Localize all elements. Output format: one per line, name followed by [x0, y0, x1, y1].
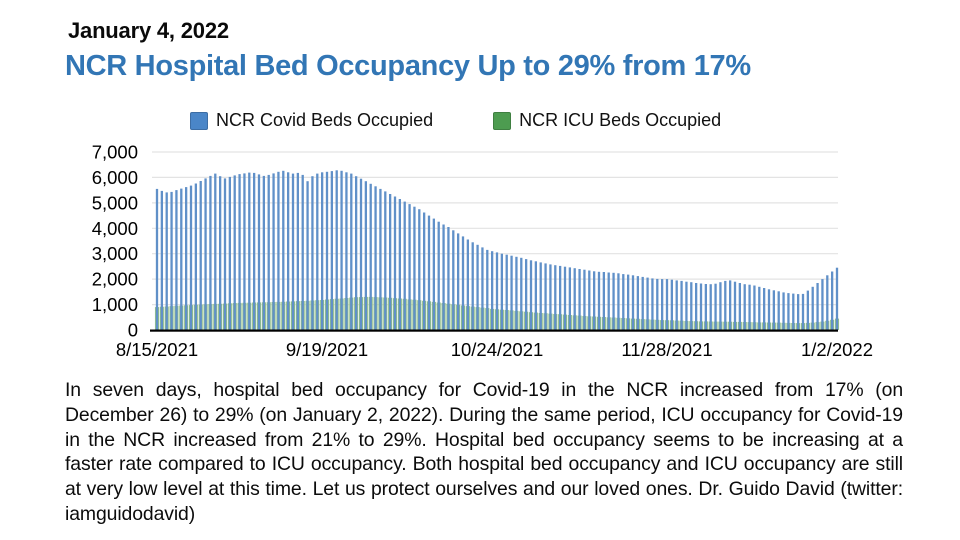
- y-axis-labels: 0 1,000 2,000 3,000 4,000 5,000 6,000 7,000: [92, 142, 138, 341]
- svg-text:6,000: 6,000: [92, 167, 138, 188]
- legend-item-icu-beds: NCR ICU Beds Occupied: [493, 110, 721, 131]
- page-title: NCR Hospital Bed Occupancy Up to 29% fro…: [65, 50, 751, 82]
- chart-canvas: 0 1,000 2,000 3,000 4,000 5,000 6,000 7,000 8/15…: [92, 142, 873, 361]
- icu-beds-swatch-icon: [493, 111, 512, 130]
- svg-text:1,000: 1,000: [92, 294, 138, 315]
- svg-text:2,000: 2,000: [92, 269, 138, 290]
- legend-item-covid-beds: NCR Covid Beds Occupied: [190, 110, 433, 131]
- date-heading: January 4, 2022: [68, 18, 229, 43]
- x-axis-labels: 8/15/2021 9/19/2021 10/24/2021 11/28/2021 1/…: [116, 339, 873, 360]
- svg-text:7,000: 7,000: [92, 142, 138, 163]
- chart-legend: NCR Covid Beds Occupied NCR ICU Beds Occ…: [190, 110, 721, 131]
- bed-occupancy-bar-chart: 0 1,000 2,000 3,000 4,000 5,000 6,000 7,000 8/15…: [0, 138, 960, 373]
- caption-paragraph: In seven days, hospital bed occupancy fo…: [65, 379, 903, 525]
- legend-label-icu-beds: NCR ICU Beds Occupied: [519, 110, 722, 130]
- x-axis-line: [150, 329, 838, 332]
- svg-text:4,000: 4,000: [92, 218, 138, 239]
- svg-text:3,000: 3,000: [92, 243, 138, 264]
- svg-text:0: 0: [128, 320, 138, 341]
- svg-text:1/2/2022: 1/2/2022: [801, 339, 873, 360]
- covid-bars-series: [155, 170, 839, 330]
- gridlines: [152, 151, 838, 306]
- svg-text:10/24/2021: 10/24/2021: [451, 339, 544, 360]
- svg-text:11/28/2021: 11/28/2021: [621, 339, 712, 360]
- svg-text:5,000: 5,000: [92, 192, 138, 213]
- legend-label-covid-beds: NCR Covid Beds Occupied: [216, 110, 434, 130]
- svg-text:9/19/2021: 9/19/2021: [286, 339, 368, 360]
- covid-beds-swatch-icon: [190, 111, 208, 130]
- svg-text:8/15/2021: 8/15/2021: [116, 339, 198, 360]
